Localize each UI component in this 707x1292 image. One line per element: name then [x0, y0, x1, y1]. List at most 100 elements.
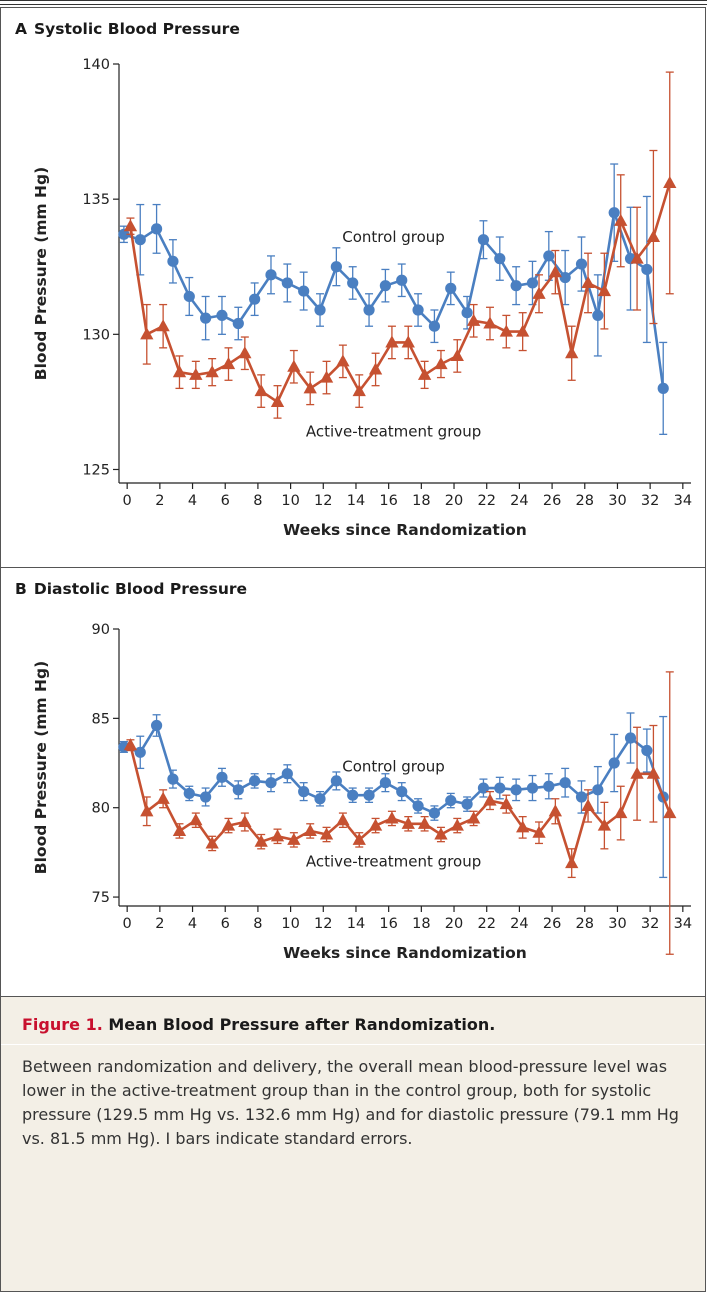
chart-a-x-tick-label: 32: [641, 493, 659, 509]
chart-a-active-point: [516, 324, 530, 337]
chart-b-control-series-line: [123, 724, 665, 815]
chart-b-active-series-line: [129, 744, 671, 865]
chart-b-active-point: [466, 811, 481, 824]
chart-a-x-tick-label: 4: [188, 493, 197, 509]
chart-b-x-tick-label: 26: [543, 916, 561, 932]
chart-a-active-point: [123, 219, 138, 232]
chart-b-control-point: [461, 798, 473, 810]
chart-b-control-point: [216, 771, 228, 783]
chart-b-active-point: [548, 804, 563, 817]
chart-b-control-point: [167, 773, 179, 785]
chart-a-active-point: [417, 367, 432, 380]
chart-b-control-point: [347, 789, 359, 801]
chart-b-active-point: [123, 738, 138, 751]
chart-a-control-point: [363, 304, 375, 316]
chart-b-control-point: [249, 775, 261, 787]
chart-b-y-tick-label: 85: [92, 711, 110, 727]
chart-b-y-axis-label: Blood Pressure (mm Hg): [32, 661, 50, 874]
chart-b-active-point: [385, 811, 399, 824]
chart-b-y-tick-label: 75: [92, 890, 110, 906]
chart-b-control-point: [363, 789, 375, 801]
chart-b-x-tick-label: 22: [477, 916, 495, 932]
chart-b-x-tick-label: 28: [576, 916, 594, 932]
panel-b-letter: B: [15, 580, 27, 598]
chart-b-control-point: [150, 719, 163, 732]
chart-a-active-point: [238, 346, 252, 359]
panel-b-title: B Diastolic Blood Pressure: [15, 580, 247, 598]
chart-a-active-point: [630, 251, 644, 264]
chart-b-active-point: [156, 791, 170, 804]
chart-a-x-tick-label: 34: [674, 493, 692, 509]
chart-a-active-point: [303, 381, 317, 394]
chart-b-control-point: [428, 807, 441, 819]
chart-a-active-point: [581, 275, 595, 289]
chart-b-x-tick-label: 14: [347, 916, 365, 932]
chart-b-control-point: [445, 794, 457, 807]
chart-a-active-point: [221, 357, 236, 370]
chart-a-x-tick-label: 24: [510, 493, 528, 509]
chart-b-control-point: [624, 732, 637, 744]
chart-b-x-tick-label: 0: [123, 916, 132, 932]
chart-a-y-tick-label: 140: [82, 57, 110, 73]
chart-a-active-point: [336, 354, 350, 367]
chart-a-x-tick-label: 2: [155, 493, 164, 509]
chart-a-control-point: [200, 312, 212, 324]
chart-b-x-tick-label: 10: [281, 916, 299, 932]
chart-a-control-point: [428, 320, 441, 332]
chart-a-x-axis-label: Weeks since Randomization: [283, 521, 527, 539]
chart-b-control-point: [314, 793, 326, 805]
chart-b-active-point: [516, 820, 530, 833]
chart-b-control-point: [330, 775, 342, 787]
chart-a-active-point: [352, 384, 366, 397]
chart-b-control-point: [526, 782, 539, 794]
chart-a-control-point: [445, 282, 457, 294]
chart-b-control-point: [379, 777, 391, 789]
chart-a-active-point: [614, 213, 628, 226]
chart-a-x-tick-label: 26: [543, 493, 561, 509]
chart-a-control-point: [330, 261, 342, 273]
chart-a-active-point: [663, 175, 677, 188]
chart-b-x-tick-label: 34: [674, 916, 692, 932]
chart-b-control-point: [232, 784, 244, 796]
caption-text: Between randomization and delivery, the …: [22, 1057, 679, 1148]
chart-a-active-point: [646, 230, 661, 243]
chart-b-x-tick-label: 30: [608, 916, 626, 932]
chart-a-active-point: [319, 370, 334, 383]
chart-b-active-point: [450, 818, 464, 831]
chart-a-control-point: [592, 309, 604, 321]
chart-b-active-point: [254, 834, 268, 847]
chart-a-x-tick-label: 10: [281, 493, 299, 509]
chart-b-active-group-label: Active-treatment group: [306, 852, 481, 870]
chart-b-x-tick-label: 6: [221, 916, 230, 932]
chart-b-x-tick-label: 12: [314, 916, 332, 932]
chart-a-active-point: [401, 335, 415, 348]
chart-a-active-point: [434, 357, 448, 370]
chart-a-active-point: [172, 365, 187, 378]
chart-b-active-point: [172, 823, 187, 836]
chart-a-control-point: [298, 285, 310, 297]
chart-b-x-tick-label: 2: [155, 916, 164, 932]
chart-a-active-point: [466, 313, 481, 326]
chart-a-active-point: [270, 394, 285, 407]
chart-a-control-point: [314, 304, 326, 316]
chart-a-control-point: [216, 309, 228, 321]
chart-b-active-point: [303, 823, 317, 836]
chart-a-x-tick-label: 16: [379, 493, 397, 509]
chart-b-active-point: [434, 827, 448, 840]
chart-a-active-point: [565, 346, 579, 359]
caption-figure-label: Figure 1.: [22, 1015, 103, 1034]
chart-a-active-point: [287, 359, 301, 372]
chart-b-y-tick-label: 80: [92, 801, 110, 817]
chart-a-active-point: [254, 384, 268, 397]
chart-a-y-tick-label: 135: [82, 192, 110, 208]
chart-a-x-tick-label: 14: [347, 493, 365, 509]
caption-title-text: Mean Blood Pressure after Randomization.: [108, 1015, 496, 1034]
chart-a-x-tick-label: 18: [412, 493, 430, 509]
chart-b-x-axis-label: Weeks since Randomization: [283, 944, 527, 962]
chart-b-active-point: [646, 766, 661, 779]
panel-a-title-text: Systolic Blood Pressure: [34, 20, 240, 38]
chart-a-active-point: [450, 348, 464, 361]
chart-a-control-point: [608, 207, 620, 219]
chart-a-x-tick-label: 30: [608, 493, 626, 509]
chart-b-active-point: [287, 832, 301, 845]
